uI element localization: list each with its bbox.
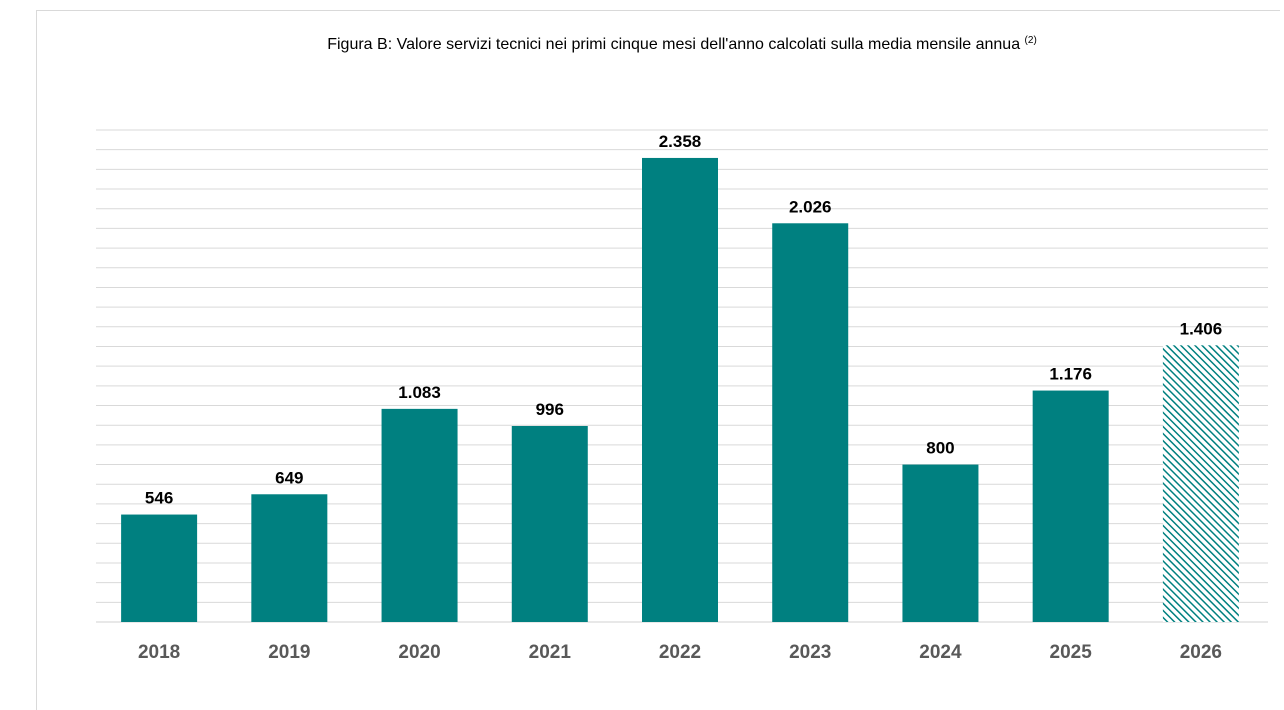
value-label-2022: 2.358	[659, 132, 702, 151]
bar-2020	[381, 408, 458, 622]
bar-2025	[1032, 390, 1109, 622]
bar-2019	[251, 494, 328, 622]
x-tick-label-2022: 2022	[659, 642, 701, 663]
bar-2021	[511, 425, 588, 622]
x-tick-label-2024: 2024	[919, 642, 962, 663]
chart-title-footnote: (2)	[1024, 35, 1037, 46]
x-axis-tick-labels: 2018 2019 2020 2021 2022 2023 2024 2025 2026	[138, 642, 1222, 663]
value-label-2025: 1.176	[1049, 365, 1092, 384]
x-tick-label-2020: 2020	[398, 642, 440, 663]
x-tick-label-2025: 2025	[1050, 642, 1093, 663]
value-label-2023: 2.026	[789, 197, 832, 216]
chart-title: Figura B: Valore servizi tecnici nei pri…	[96, 35, 1268, 54]
x-tick-label-2019: 2019	[268, 642, 310, 663]
bar-2018	[121, 514, 198, 622]
value-label-2018: 546	[145, 489, 173, 508]
bar-2026	[1162, 345, 1239, 622]
chart-frame	[36, 10, 1280, 710]
value-label-2019: 649	[275, 468, 303, 487]
bar-2022	[642, 157, 718, 622]
x-tick-label-2023: 2023	[789, 642, 831, 663]
chart-title-text: Figura B: Valore servizi tecnici nei pri…	[327, 36, 1021, 53]
value-label-2021: 996	[536, 400, 564, 419]
value-label-2024: 800	[926, 439, 954, 458]
bars	[121, 157, 1239, 622]
value-label-2020: 1.083	[398, 383, 441, 402]
bar-2024	[902, 464, 979, 622]
x-tick-label-2018: 2018	[138, 642, 180, 663]
x-tick-label-2021: 2021	[529, 642, 572, 663]
value-label-2026: 1.406	[1180, 319, 1223, 338]
x-tick-label-2026: 2026	[1180, 642, 1222, 663]
value-labels: 546 649 1.083 996 2.358 2.026 800 1.176 1.406	[145, 132, 1222, 508]
bar-2023	[772, 223, 849, 622]
